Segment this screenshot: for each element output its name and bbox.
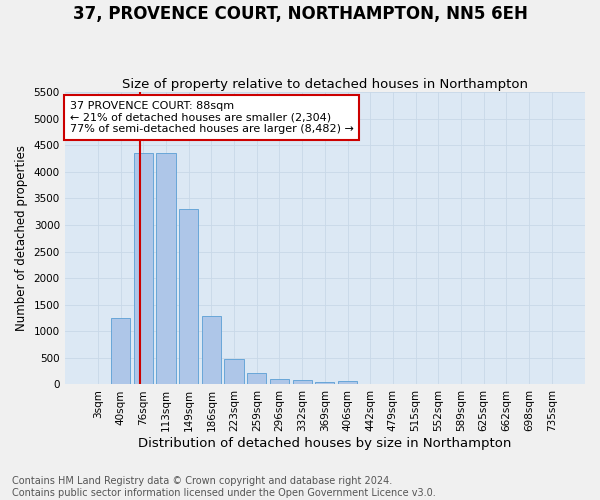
Bar [270, 379, 289, 384]
Bar [247, 373, 266, 384]
Bar [111, 318, 130, 384]
Bar [179, 209, 199, 384]
Bar [134, 154, 153, 384]
Bar [338, 382, 357, 384]
Title: Size of property relative to detached houses in Northampton: Size of property relative to detached ho… [122, 78, 528, 91]
X-axis label: Distribution of detached houses by size in Northampton: Distribution of detached houses by size … [138, 437, 512, 450]
Bar [315, 382, 334, 384]
Bar [293, 380, 312, 384]
Bar [202, 316, 221, 384]
Bar [224, 359, 244, 384]
Text: 37, PROVENCE COURT, NORTHAMPTON, NN5 6EH: 37, PROVENCE COURT, NORTHAMPTON, NN5 6EH [73, 5, 527, 23]
Text: 37 PROVENCE COURT: 88sqm
← 21% of detached houses are smaller (2,304)
77% of sem: 37 PROVENCE COURT: 88sqm ← 21% of detach… [70, 101, 354, 134]
Bar [157, 154, 176, 384]
Y-axis label: Number of detached properties: Number of detached properties [15, 146, 28, 332]
Text: Contains HM Land Registry data © Crown copyright and database right 2024.
Contai: Contains HM Land Registry data © Crown c… [12, 476, 436, 498]
